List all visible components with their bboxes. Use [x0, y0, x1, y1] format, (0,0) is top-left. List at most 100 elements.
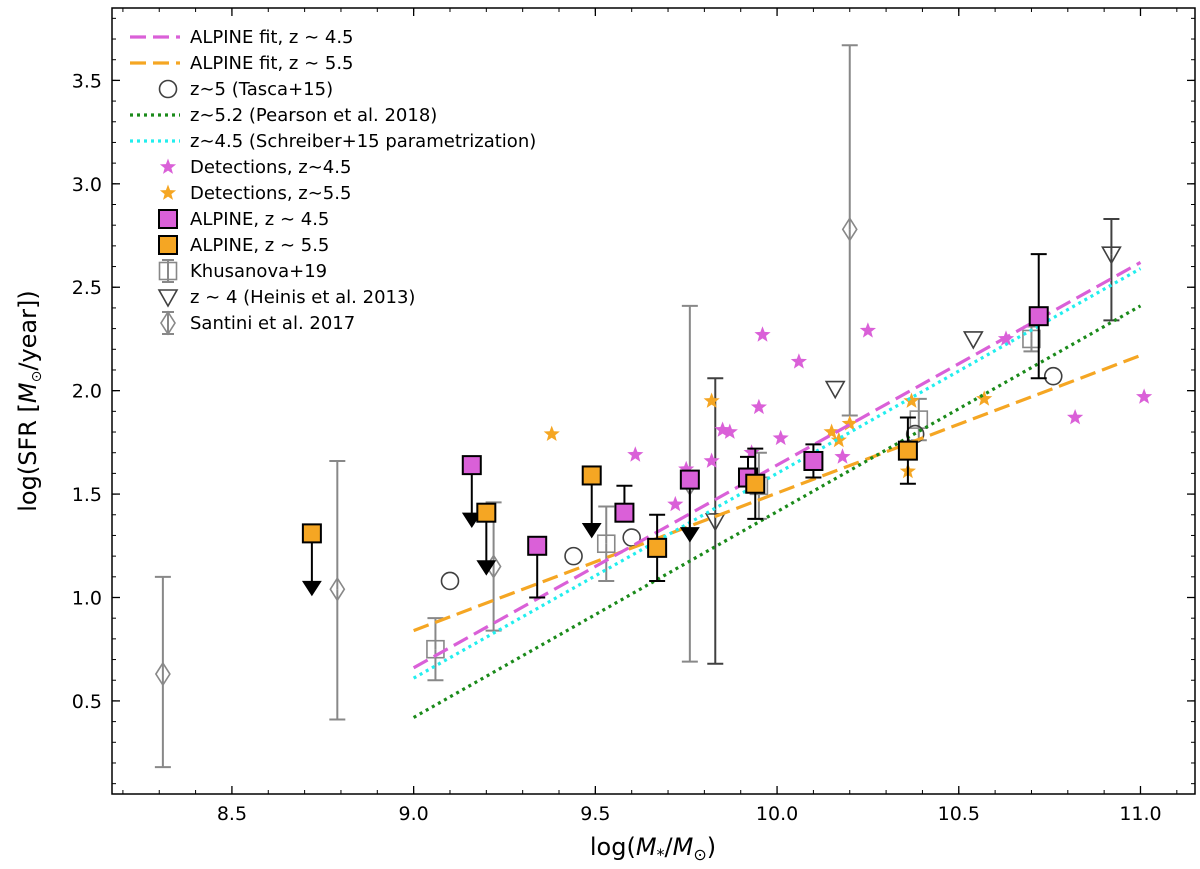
legend-label: z ∼ 4 (Heinis et al. 2013) — [190, 287, 415, 308]
detections_45-point — [678, 460, 695, 477]
legend-entry: ALPINE, z ∼ 4.5 — [158, 209, 329, 230]
detections_45-point — [743, 444, 760, 460]
khusanova19-point — [596, 534, 616, 554]
x-tick-label: 11.0 — [1119, 803, 1161, 825]
legend-entry: ALPINE fit, z ∼ 5.5 — [130, 53, 354, 74]
legend-entry: Detections, z∼4.5 — [159, 157, 351, 178]
legend-label: Khusanova+19 — [190, 261, 327, 282]
detections_45-point — [790, 353, 807, 369]
legend-label: z∼4.5 (Schreiber+15 parametrization) — [190, 131, 536, 152]
legend-label: z∼5 (Tasca+15) — [190, 79, 333, 100]
alpine_fit_45-line — [412, 261, 1142, 670]
legend-entry: z∼5 (Tasca+15) — [158, 79, 333, 100]
heinis13-point — [704, 513, 726, 532]
upper-limit-arrow — [581, 522, 602, 539]
upper-limit-arrow — [476, 560, 497, 576]
tasca15-point — [440, 571, 460, 591]
x-tick-label: 10.0 — [756, 803, 798, 825]
series-alpine_fit_45 — [412, 261, 1142, 670]
santini17-point — [154, 661, 171, 687]
detections_45-point — [750, 398, 767, 415]
alpine_55-point — [897, 440, 918, 461]
series-tasca15 — [440, 366, 1063, 591]
detections_45-point — [1136, 388, 1153, 404]
legend-entry: Khusanova+19 — [158, 259, 327, 283]
y-axis-title: log(SFR [M⊙/year]) — [14, 290, 45, 511]
detections_45-point — [834, 448, 851, 464]
detections_45-point — [714, 421, 731, 437]
x-tick-label: 9.5 — [580, 803, 610, 825]
schreiber15-line — [412, 267, 1142, 680]
tasca15-point — [622, 528, 641, 547]
x-tick-label: 9.0 — [399, 803, 429, 825]
upper-limit-arrow — [679, 527, 700, 543]
legend-entry: Detections, z∼5.5 — [159, 183, 351, 204]
alpine_fit_55-line — [413, 353, 1142, 633]
alpine_55-point — [745, 473, 766, 494]
tasca15-point — [1043, 366, 1063, 386]
heinis13-point — [1101, 246, 1122, 265]
upper-limit-arrow — [301, 580, 322, 597]
detections_45-point — [772, 429, 789, 446]
legend-marker-detections_55 — [159, 184, 177, 200]
legend: ALPINE fit, z ∼ 4.5 ALPINE fit, z ∼ 5.5 z∼… — [130, 27, 536, 336]
legend-marker-tasca15 — [158, 79, 178, 99]
x-axis-title: log(M*/M⊙) — [590, 833, 716, 864]
legend-label: Detections, z∼4.5 — [190, 157, 351, 178]
alpine_45-point — [1028, 306, 1049, 327]
series-schreiber15 — [412, 267, 1142, 680]
legend-label: Detections, z∼5.5 — [190, 183, 351, 204]
detections_55-point — [543, 425, 560, 441]
legend-marker-heinis13 — [157, 289, 179, 308]
y-tick-label: 3.0 — [72, 174, 102, 196]
series-alpine_45 — [461, 253, 1049, 599]
legend-label: ALPINE, z ∼ 4.5 — [190, 209, 329, 230]
plot-area — [112, 8, 1195, 794]
khusanova19-point — [909, 410, 929, 429]
series-khusanova19 — [426, 325, 1041, 682]
alpine_55-point — [647, 537, 668, 558]
legend-marker-khusanova19 — [158, 261, 178, 281]
series-alpine_fit_55 — [413, 353, 1142, 633]
legend-label: Santini et al. 2017 — [190, 313, 355, 334]
detections_55-point — [841, 415, 858, 431]
upper-limit-arrow — [461, 512, 482, 529]
legend-label: ALPINE, z ∼ 5.5 — [190, 235, 329, 256]
detections_45-point — [721, 423, 738, 439]
legend-marker-alpine_45 — [158, 209, 178, 229]
alpine_55-point — [476, 502, 497, 523]
detections_45-point — [859, 322, 876, 338]
y-tick-label: 1.5 — [72, 484, 102, 506]
tasca15-point — [564, 546, 583, 566]
detections_55-point — [703, 392, 720, 408]
alpine_45-point — [803, 450, 824, 471]
legend-entry: z∼4.5 (Schreiber+15 parametrization) — [130, 131, 536, 152]
detections_45-point — [627, 446, 644, 462]
y-tick-label: 2.5 — [72, 277, 102, 299]
y-tick-label: 3.5 — [72, 70, 102, 92]
legend-label: ALPINE fit, z ∼ 5.5 — [190, 53, 354, 74]
heinis13-point — [962, 331, 984, 350]
legend-entry: Santini et al. 2017 — [160, 310, 355, 336]
heinis13-point — [824, 380, 846, 400]
legend-label: z∼5.2 (Pearson et al. 2018) — [190, 105, 437, 126]
legend-entry: ALPINE, z ∼ 5.5 — [158, 235, 329, 256]
legend-marker-alpine_55 — [158, 235, 178, 255]
detections_45-point — [1067, 409, 1084, 425]
alpine_45-point — [527, 535, 548, 556]
y-tick-label: 1.0 — [72, 588, 102, 610]
series-alpine_55 — [301, 416, 918, 597]
legend-marker-detections_45 — [159, 158, 177, 174]
x-tick-label: 10.5 — [938, 803, 980, 825]
detections_55-point — [830, 431, 847, 448]
legend-entry: z ∼ 4 (Heinis et al. 2013) — [157, 287, 415, 308]
detections_45-point — [667, 495, 684, 512]
series-layer — [154, 44, 1153, 769]
alpine_45-point — [614, 502, 635, 523]
alpine_45-point — [679, 469, 700, 490]
y-tick-label: 0.5 — [72, 691, 102, 713]
legend-entry: z∼5.2 (Pearson et al. 2018) — [130, 105, 437, 126]
detections_45-point — [703, 452, 720, 468]
plot-frame — [111, 7, 1196, 795]
